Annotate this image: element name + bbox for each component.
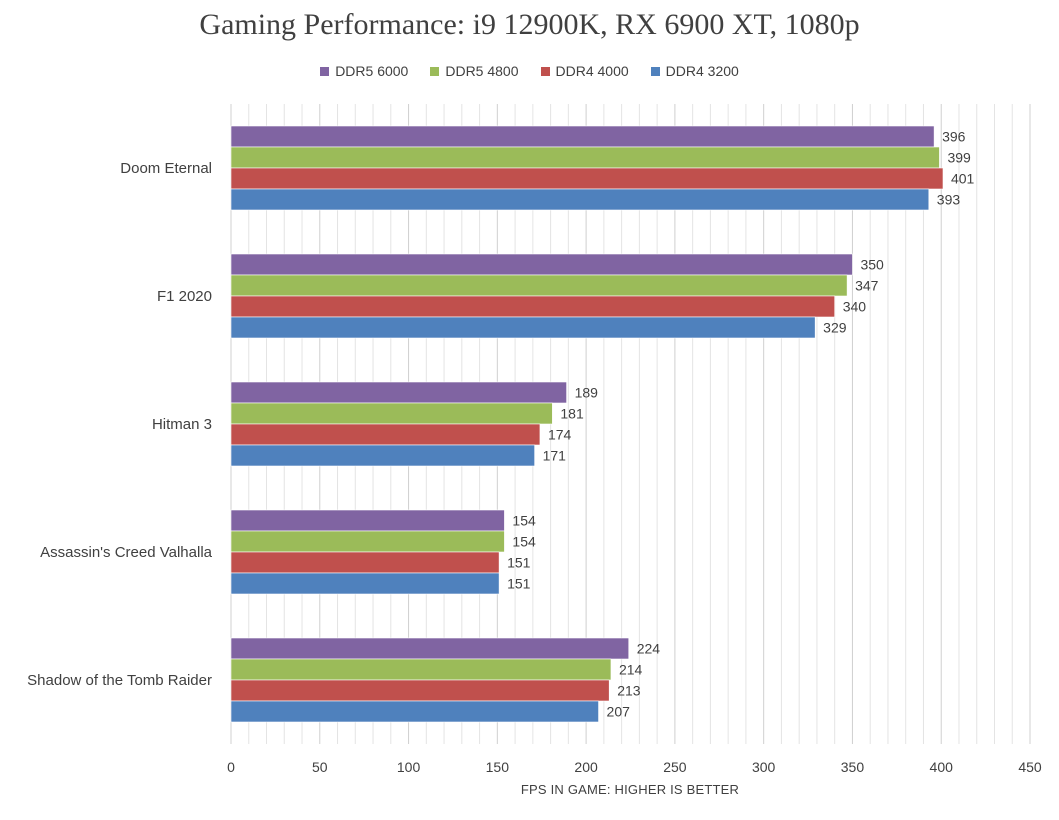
x-tick-label: 250 <box>663 759 687 775</box>
data-label: 154 <box>512 534 536 550</box>
legend-item: DDR4 3200 <box>650 63 739 79</box>
data-label: 347 <box>855 278 879 294</box>
category-label: Hitman 3 <box>152 416 212 433</box>
category-label: Shadow of the Tomb Raider <box>27 672 212 689</box>
bar-ddr5-6000 <box>230 509 505 532</box>
bar-ddr5-4800 <box>230 402 553 425</box>
data-label: 151 <box>507 576 531 592</box>
legend-label: DDR5 4800 <box>445 63 519 79</box>
bars: Doom Eternal 396 399 401 393 F1 2020 350 347 340… <box>27 125 975 723</box>
bar-ddr5-4800 <box>230 530 505 553</box>
x-axis-label: FPS IN GAME: HIGHER IS BETTER <box>520 782 740 797</box>
legend-swatch <box>540 66 550 76</box>
data-label: 399 <box>947 150 971 166</box>
data-label: 224 <box>637 641 661 657</box>
x-tick-label: 400 <box>930 759 954 775</box>
legend-item: DDR5 4800 <box>430 63 519 79</box>
legend-label: DDR4 3200 <box>665 63 739 79</box>
x-tick-label: 300 <box>752 759 776 775</box>
data-label: 174 <box>548 427 572 443</box>
legend-swatch <box>650 66 660 76</box>
data-label: 401 <box>951 171 975 187</box>
x-axis-ticks: 0 50 100 150 200 250 300 350 400 450 <box>227 759 1042 775</box>
bar-ddr5-4800 <box>230 658 612 681</box>
data-label: 340 <box>843 299 867 315</box>
bar-ddr4-3200 <box>230 188 930 211</box>
x-tick-label: 450 <box>1018 759 1042 775</box>
legend-swatch <box>320 66 330 76</box>
category-label: F1 2020 <box>157 288 212 305</box>
data-label: 154 <box>512 513 536 529</box>
data-label: 171 <box>543 448 567 464</box>
bar-ddr4-4000 <box>230 679 610 702</box>
x-tick-label: 200 <box>574 759 598 775</box>
category-label: Doom Eternal <box>120 160 212 177</box>
data-label: 181 <box>560 406 584 422</box>
data-label: 329 <box>823 320 847 336</box>
data-label: 189 <box>575 385 599 401</box>
legend-label: DDR4 4000 <box>555 63 629 79</box>
bar-ddr4-4000 <box>230 551 500 574</box>
data-label: 151 <box>507 555 531 571</box>
legend-label: DDR5 6000 <box>335 63 409 79</box>
x-tick-label: 350 <box>841 759 865 775</box>
legend-item: DDR4 4000 <box>540 63 629 79</box>
bar-ddr5-6000 <box>230 125 935 148</box>
x-tick-label: 50 <box>312 759 328 775</box>
bar-ddr4-4000 <box>230 167 944 190</box>
bar-ddr5-4800 <box>230 274 848 297</box>
data-label: 214 <box>619 662 643 678</box>
x-tick-label: 0 <box>227 759 235 775</box>
data-label: 396 <box>942 129 966 145</box>
bar-ddr4-3200 <box>230 572 500 595</box>
x-tick-label: 150 <box>486 759 510 775</box>
bar-ddr5-6000 <box>230 381 567 404</box>
chart-legend: DDR5 6000 DDR5 4800 DDR4 4000 DDR4 3200 <box>0 63 1059 79</box>
bar-ddr5-4800 <box>230 146 940 169</box>
data-label: 213 <box>617 683 641 699</box>
category-label: Assassin's Creed Valhalla <box>40 544 212 561</box>
legend-swatch <box>430 66 440 76</box>
chart-title: Gaming Performance: i9 12900K, RX 6900 X… <box>199 8 860 41</box>
data-label: 393 <box>937 192 961 208</box>
bar-ddr5-6000 <box>230 637 630 660</box>
bar-ddr4-4000 <box>230 295 835 318</box>
legend-item: DDR5 6000 <box>320 63 408 79</box>
bar-ddr4-4000 <box>230 423 541 446</box>
data-label: 207 <box>607 704 631 720</box>
bar-ddr4-3200 <box>230 316 816 339</box>
bar-ddr5-6000 <box>230 253 853 276</box>
bar-ddr4-3200 <box>230 700 599 723</box>
bar-ddr4-3200 <box>230 444 535 467</box>
data-label: 350 <box>860 257 884 273</box>
x-tick-label: 100 <box>397 759 421 775</box>
